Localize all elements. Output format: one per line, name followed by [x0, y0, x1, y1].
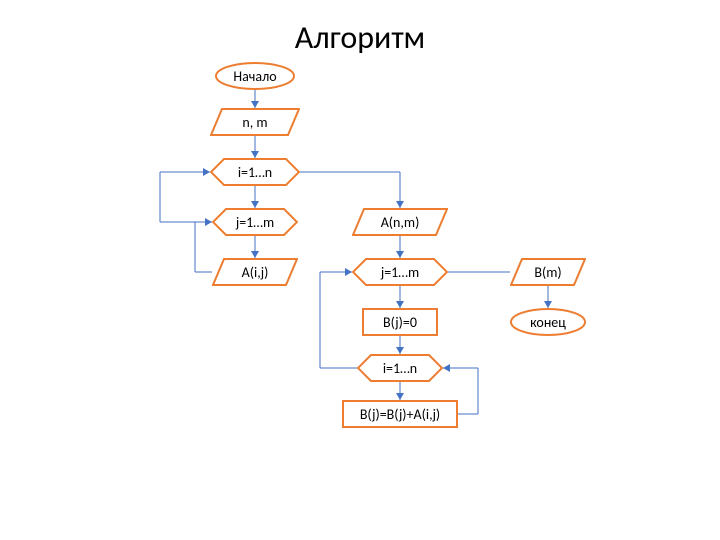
page-title: Алгоритм	[0, 18, 720, 57]
node-i1n_l: i=1…n	[210, 158, 300, 186]
node-anm: A(n,m)	[352, 208, 448, 236]
node-end: конец	[510, 308, 586, 336]
node-label: B(m)	[534, 264, 561, 281]
node-label: B(j)=0	[383, 314, 417, 331]
node-aij: A(i,j)	[212, 258, 298, 286]
node-label: j=1…m	[236, 214, 274, 231]
node-label: B(j)=B(j)+A(i,j)	[360, 406, 440, 423]
node-i1n_r: i=1…n	[357, 354, 443, 382]
node-nm: n, m	[210, 108, 300, 136]
node-label: Начало	[233, 68, 276, 85]
node-j1m_r: j=1…m	[352, 258, 448, 286]
node-bj0: B(j)=0	[362, 308, 438, 336]
node-label: A(n,m)	[381, 214, 420, 231]
node-bm: B(m)	[510, 258, 586, 286]
node-label: n, m	[242, 114, 267, 131]
node-j1m_l: j=1…m	[212, 208, 298, 236]
node-start: Начало	[215, 62, 295, 90]
node-bjassign: B(j)=B(j)+A(i,j)	[342, 400, 458, 428]
node-label: A(i,j)	[242, 264, 269, 281]
node-label: i=1…n	[238, 164, 272, 181]
node-label: i=1…n	[383, 360, 417, 377]
flowchart-canvas: Алгоритм Начало n, m i=1…n j=1…m A(i,j) A(n,m…	[0, 0, 720, 540]
node-label: конец	[530, 314, 566, 331]
node-label: j=1…m	[381, 264, 419, 281]
